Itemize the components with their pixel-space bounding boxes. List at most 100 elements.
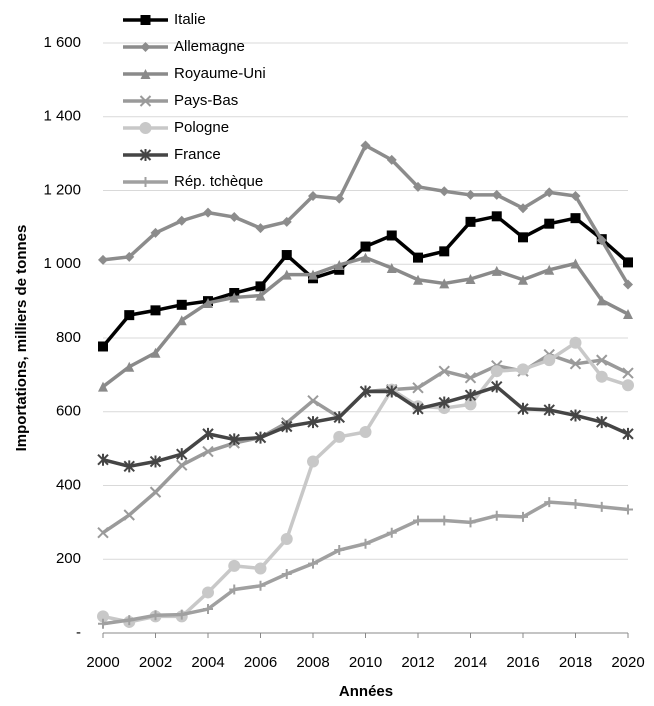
marker <box>596 235 607 246</box>
x-tick-label: 2012 <box>401 654 434 671</box>
series <box>97 336 634 628</box>
marker <box>517 402 529 415</box>
marker <box>623 279 633 290</box>
marker <box>490 365 503 378</box>
marker <box>98 254 108 265</box>
marker <box>413 252 423 263</box>
y-tick-label: 200 <box>56 550 81 567</box>
marker <box>308 269 318 280</box>
marker <box>124 251 135 262</box>
marker <box>386 385 398 398</box>
marker <box>596 416 608 429</box>
x-tick-label: 2008 <box>296 654 329 671</box>
marker <box>570 258 581 269</box>
marker <box>140 42 151 52</box>
marker <box>359 426 372 439</box>
y-tick-label: 600 <box>56 403 81 420</box>
marker <box>570 213 581 224</box>
marker <box>124 615 135 626</box>
marker <box>150 347 161 358</box>
legend-label: Royaume-Uni <box>174 65 266 82</box>
marker <box>464 398 477 411</box>
y-tick-label: 1 000 <box>43 255 81 272</box>
marker <box>176 448 188 461</box>
marker <box>464 372 477 384</box>
marker <box>203 604 213 615</box>
marker <box>491 211 502 222</box>
marker <box>360 252 371 263</box>
marker <box>333 430 346 443</box>
marker <box>124 310 135 321</box>
legend-entry: Pays-Bas <box>123 92 238 109</box>
marker <box>413 181 423 192</box>
marker <box>98 618 108 629</box>
marker <box>334 259 345 270</box>
marker <box>281 569 292 579</box>
marker <box>255 290 266 301</box>
marker <box>281 269 292 280</box>
marker <box>97 453 109 466</box>
marker <box>139 95 152 107</box>
marker <box>465 216 476 227</box>
legend-entry: Royaume-Uni <box>123 65 266 82</box>
marker <box>308 558 318 569</box>
marker <box>518 274 528 285</box>
marker <box>254 431 267 444</box>
marker <box>334 193 345 204</box>
series <box>98 140 633 290</box>
marker <box>413 515 423 526</box>
marker <box>622 427 634 440</box>
marker <box>360 140 371 151</box>
series-line <box>102 143 630 286</box>
marker <box>308 191 318 202</box>
marker <box>176 299 187 310</box>
marker <box>623 504 633 515</box>
marker <box>149 455 162 468</box>
legend-label: Allemagne <box>174 38 245 55</box>
x-tick-label: 2002 <box>139 654 172 671</box>
marker <box>228 433 240 446</box>
marker <box>465 274 476 284</box>
marker <box>596 354 608 366</box>
series <box>98 252 633 392</box>
marker <box>97 526 109 539</box>
marker <box>255 580 266 591</box>
marker <box>228 559 241 572</box>
legend-entry: Rép. tchèque <box>123 173 263 190</box>
marker <box>333 411 345 424</box>
marker <box>139 149 152 161</box>
marker <box>386 230 397 241</box>
marker <box>176 609 187 620</box>
marker <box>140 69 151 79</box>
marker <box>413 274 423 285</box>
x-tick-label: 2018 <box>559 654 592 671</box>
legend-entry: France <box>123 146 221 163</box>
x-axis-label: Années <box>339 683 393 700</box>
marker <box>202 586 214 599</box>
marker <box>517 363 529 376</box>
marker <box>596 501 607 512</box>
y-tick-label: 1 600 <box>43 34 81 51</box>
x-tick-label: 2000 <box>86 654 119 671</box>
marker <box>438 396 450 409</box>
marker <box>123 509 135 521</box>
marker <box>203 297 213 308</box>
marker <box>465 189 476 200</box>
x-tick-label: 2004 <box>191 654 224 671</box>
marker <box>622 379 634 392</box>
y-tick-label: 400 <box>56 476 81 493</box>
marker <box>596 295 607 306</box>
marker <box>439 278 450 289</box>
marker <box>491 510 502 521</box>
series-line <box>102 500 629 626</box>
marker <box>465 517 476 528</box>
marker <box>360 538 371 549</box>
marker <box>254 562 267 575</box>
marker <box>569 336 582 349</box>
marker <box>202 445 214 458</box>
marker <box>518 232 528 243</box>
marker <box>140 177 151 187</box>
marker <box>123 460 135 473</box>
marker <box>281 420 293 433</box>
